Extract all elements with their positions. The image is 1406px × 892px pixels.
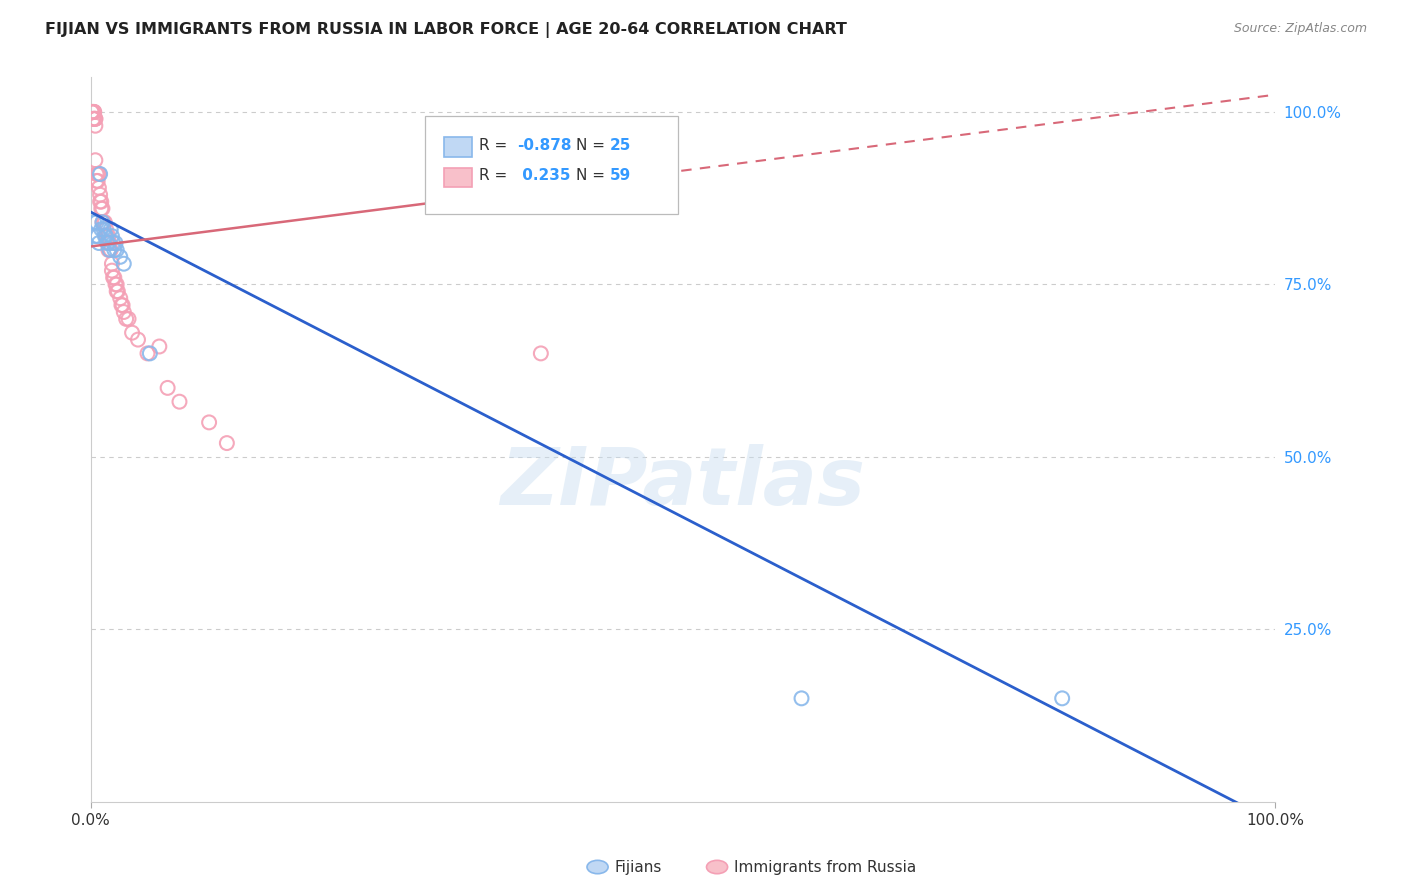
- Point: [87, 229, 110, 244]
- Point: [105, 285, 128, 299]
- Text: 25: 25: [610, 138, 631, 153]
- Text: -0.878: -0.878: [517, 138, 572, 153]
- Text: N =: N =: [576, 138, 610, 153]
- Point: [790, 691, 813, 706]
- Point: [80, 104, 103, 119]
- Text: 0.235: 0.235: [517, 169, 571, 183]
- Point: [83, 215, 105, 229]
- Point: [82, 104, 104, 119]
- Point: [93, 215, 115, 229]
- Point: [83, 104, 105, 119]
- Point: [112, 305, 135, 319]
- Point: [117, 312, 139, 326]
- Point: [148, 339, 170, 353]
- Point: [84, 119, 107, 133]
- Point: [80, 104, 103, 119]
- Point: [94, 229, 117, 244]
- Point: [84, 229, 107, 244]
- Point: [110, 298, 132, 312]
- Point: [87, 167, 110, 181]
- Point: [101, 235, 124, 250]
- Point: [87, 167, 110, 181]
- Point: [87, 181, 110, 195]
- Point: [82, 104, 104, 119]
- Point: [169, 394, 191, 409]
- Point: [94, 229, 117, 244]
- Text: R =: R =: [479, 169, 513, 183]
- Point: [98, 243, 121, 257]
- Point: [101, 270, 124, 285]
- Point: [100, 222, 122, 236]
- Point: [107, 285, 129, 299]
- Point: [101, 257, 124, 271]
- Point: [91, 202, 114, 216]
- Point: [103, 270, 125, 285]
- Point: [112, 257, 135, 271]
- Point: [89, 187, 111, 202]
- Point: [215, 436, 238, 450]
- Point: [105, 277, 128, 292]
- Point: [86, 167, 108, 181]
- Point: [198, 416, 221, 430]
- Point: [96, 229, 118, 244]
- Text: Immigrants from Russia: Immigrants from Russia: [734, 860, 917, 874]
- Point: [105, 243, 128, 257]
- Point: [110, 291, 132, 305]
- Point: [139, 346, 162, 360]
- Point: [104, 277, 127, 292]
- Text: FIJIAN VS IMMIGRANTS FROM RUSSIA IN LABOR FORCE | AGE 20-64 CORRELATION CHART: FIJIAN VS IMMIGRANTS FROM RUSSIA IN LABO…: [45, 22, 846, 38]
- Point: [530, 346, 553, 360]
- Point: [97, 243, 120, 257]
- Point: [98, 235, 121, 250]
- Point: [103, 243, 125, 257]
- Text: R =: R =: [479, 138, 513, 153]
- Text: Fijians: Fijians: [614, 860, 662, 874]
- Point: [86, 215, 108, 229]
- Point: [104, 235, 127, 250]
- Point: [90, 202, 112, 216]
- Point: [97, 229, 120, 244]
- Point: [101, 263, 124, 277]
- Point: [94, 215, 117, 229]
- Point: [97, 235, 120, 250]
- Text: ZIPatlas: ZIPatlas: [501, 444, 866, 522]
- Point: [136, 346, 159, 360]
- Point: [83, 112, 105, 126]
- Point: [90, 194, 112, 209]
- Point: [89, 194, 111, 209]
- Point: [91, 215, 114, 229]
- Point: [96, 235, 118, 250]
- Point: [93, 222, 115, 236]
- Point: [91, 215, 114, 229]
- Point: [86, 174, 108, 188]
- Point: [87, 235, 110, 250]
- Point: [110, 250, 132, 264]
- Point: [101, 229, 124, 244]
- Point: [127, 333, 149, 347]
- Point: [94, 229, 117, 244]
- Point: [84, 112, 107, 126]
- Point: [121, 326, 143, 340]
- Point: [83, 112, 105, 126]
- Point: [1050, 691, 1073, 706]
- Point: [111, 298, 134, 312]
- Point: [83, 104, 105, 119]
- Point: [156, 381, 179, 395]
- Point: [82, 104, 104, 119]
- Point: [82, 112, 104, 126]
- Point: [98, 243, 121, 257]
- Point: [84, 112, 107, 126]
- Point: [89, 167, 111, 181]
- Text: N =: N =: [576, 169, 610, 183]
- Point: [94, 222, 117, 236]
- Point: [84, 153, 107, 168]
- Point: [90, 222, 112, 236]
- Text: Source: ZipAtlas.com: Source: ZipAtlas.com: [1233, 22, 1367, 36]
- Point: [87, 174, 110, 188]
- Point: [115, 312, 138, 326]
- Text: 59: 59: [610, 169, 631, 183]
- Point: [100, 243, 122, 257]
